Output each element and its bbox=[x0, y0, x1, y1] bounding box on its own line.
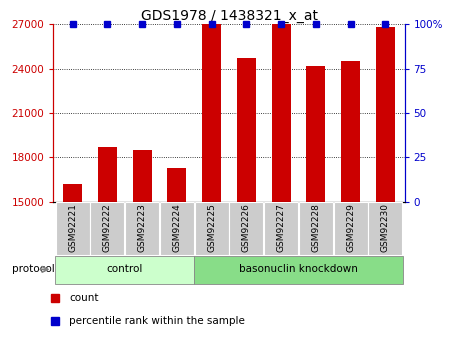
Bar bbox=[229, 202, 264, 255]
Bar bbox=[299, 202, 333, 255]
Text: control: control bbox=[106, 264, 143, 274]
Text: GSM92221: GSM92221 bbox=[68, 203, 77, 252]
Bar bbox=[376, 27, 395, 345]
Text: count: count bbox=[69, 293, 99, 303]
Bar bbox=[194, 202, 229, 255]
Bar bbox=[194, 256, 403, 284]
Bar bbox=[125, 202, 159, 255]
Bar bbox=[264, 202, 298, 255]
Bar bbox=[55, 202, 90, 255]
Bar bbox=[160, 202, 194, 255]
Text: GSM92222: GSM92222 bbox=[103, 203, 112, 252]
Bar bbox=[167, 168, 186, 345]
Text: GSM92227: GSM92227 bbox=[277, 203, 286, 252]
Bar bbox=[341, 61, 360, 345]
Text: basonuclin knockdown: basonuclin knockdown bbox=[239, 264, 358, 274]
Text: GSM92230: GSM92230 bbox=[381, 203, 390, 252]
Bar bbox=[237, 58, 256, 345]
Bar bbox=[63, 184, 82, 345]
Bar bbox=[90, 202, 124, 255]
Text: protocol: protocol bbox=[12, 264, 54, 274]
Bar bbox=[98, 147, 117, 345]
Bar bbox=[334, 202, 368, 255]
Bar bbox=[272, 24, 291, 345]
Text: GSM92226: GSM92226 bbox=[242, 203, 251, 252]
Text: GSM92225: GSM92225 bbox=[207, 203, 216, 252]
Title: GDS1978 / 1438321_x_at: GDS1978 / 1438321_x_at bbox=[140, 9, 318, 23]
Bar bbox=[202, 24, 221, 345]
Text: GSM92223: GSM92223 bbox=[138, 203, 146, 252]
Bar bbox=[368, 202, 403, 255]
Text: GSM92229: GSM92229 bbox=[346, 203, 355, 252]
Bar bbox=[306, 66, 325, 345]
Bar bbox=[55, 256, 194, 284]
Bar bbox=[133, 150, 152, 345]
Text: GSM92228: GSM92228 bbox=[312, 203, 320, 252]
Text: GSM92224: GSM92224 bbox=[173, 203, 181, 252]
Text: percentile rank within the sample: percentile rank within the sample bbox=[69, 316, 245, 326]
